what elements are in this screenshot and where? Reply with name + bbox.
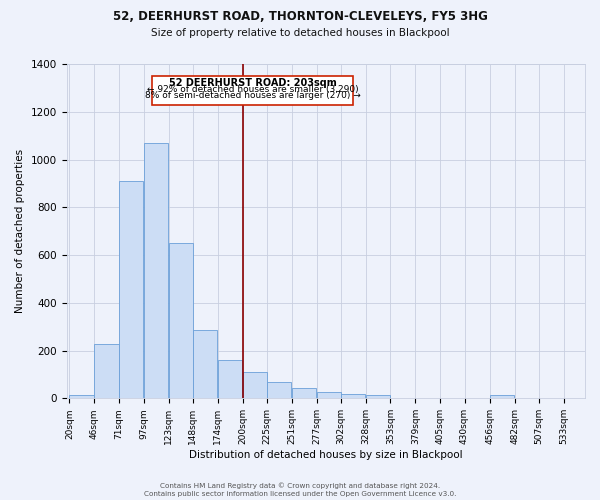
Text: Size of property relative to detached houses in Blackpool: Size of property relative to detached ho… [151,28,449,38]
Bar [143,143,168,399]
Bar [94,344,119,399]
Bar [267,382,291,398]
Y-axis label: Number of detached properties: Number of detached properties [15,149,25,313]
Text: 8% of semi-detached houses are larger (270) →: 8% of semi-detached houses are larger (2… [145,90,361,100]
Bar [317,392,341,398]
X-axis label: Distribution of detached houses by size in Blackpool: Distribution of detached houses by size … [189,450,463,460]
Bar [218,360,242,399]
Bar [169,243,193,398]
Bar [490,395,514,398]
Text: 52 DEERHURST ROAD: 203sqm: 52 DEERHURST ROAD: 203sqm [169,78,337,88]
Text: ← 92% of detached houses are smaller (3,290): ← 92% of detached houses are smaller (3,… [147,85,358,94]
Text: Contains public sector information licensed under the Open Government Licence v3: Contains public sector information licen… [144,491,456,497]
Bar [193,330,217,398]
Bar [70,395,94,398]
Bar [366,395,391,398]
Bar [341,394,365,398]
Bar [119,181,143,398]
Bar [292,388,316,398]
FancyBboxPatch shape [152,76,353,105]
Text: Contains HM Land Registry data © Crown copyright and database right 2024.: Contains HM Land Registry data © Crown c… [160,482,440,489]
Text: 52, DEERHURST ROAD, THORNTON-CLEVELEYS, FY5 3HG: 52, DEERHURST ROAD, THORNTON-CLEVELEYS, … [113,10,487,23]
Bar [243,372,267,398]
